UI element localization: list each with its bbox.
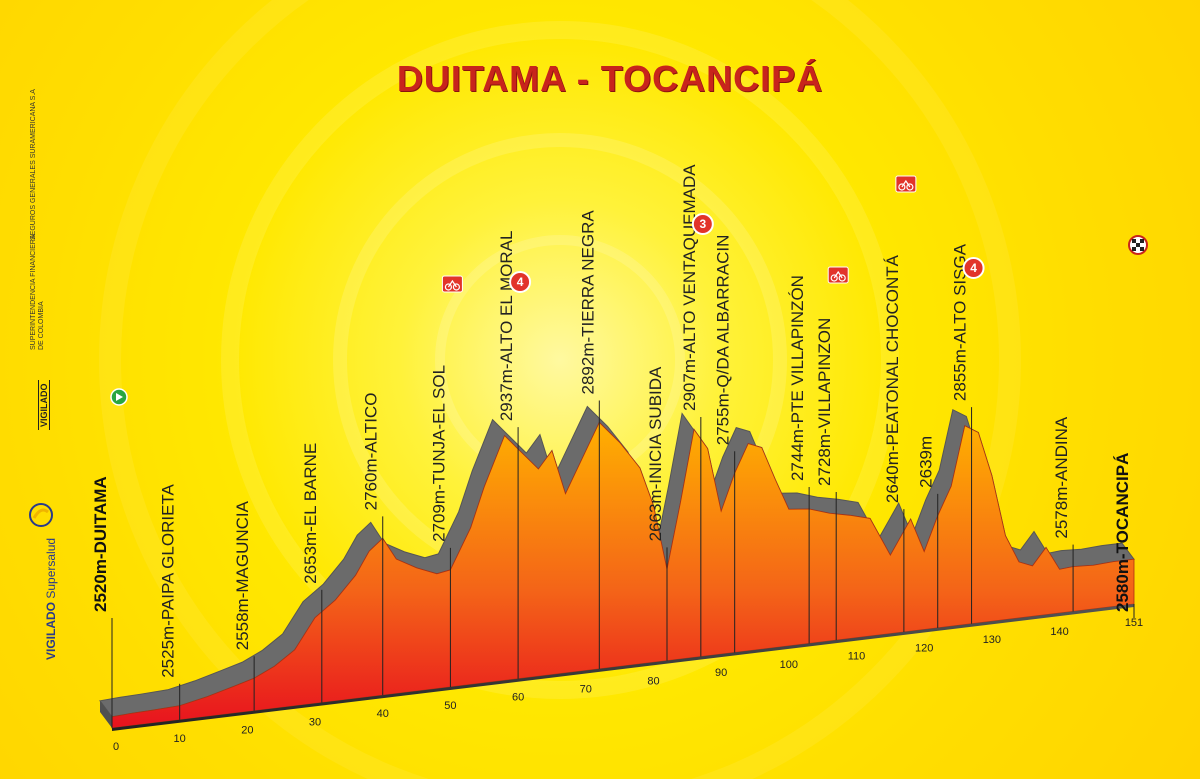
waypoint-label: 2744m-PTE VILLAPINZÓN — [788, 275, 807, 481]
waypoint-label: 2755m-Q/DA ALBARRACIN — [714, 235, 733, 446]
waypoint: 2558m-MAGUNCIA — [233, 500, 255, 711]
x-tick-label: 10 — [174, 733, 186, 745]
waypoint: 2520m-DUITAMA — [91, 388, 128, 728]
waypoint: 2709m-TUNJA-EL SOL — [429, 275, 463, 687]
checker-square — [1140, 247, 1144, 251]
waypoint: 2760m-ALTICO — [362, 393, 384, 696]
x-tick-label: 151 — [1125, 617, 1143, 629]
waypoint-label: 2558m-MAGUNCIA — [233, 500, 252, 650]
waypoint: 2728m-VILLAPINZON — [815, 266, 849, 641]
bike-shape — [444, 283, 453, 291]
x-tick-label: 50 — [444, 700, 456, 712]
waypoint: 2892m-TIERRA NEGRA — [578, 210, 600, 669]
waypoint: 2639m — [917, 436, 939, 628]
x-tick-label: 80 — [647, 675, 659, 687]
bike-shape — [898, 183, 906, 191]
waypoint: 2855m-ALTO SISGA 4 — [951, 243, 985, 624]
waypoint-label: 2907m-ALTO VENTAQUEMADA — [680, 164, 699, 411]
x-tick-label: 70 — [580, 684, 592, 696]
bike-shape — [906, 183, 914, 191]
waypoint: 2578m-ANDINA — [1052, 416, 1074, 612]
supersalud-logo-icon — [29, 503, 53, 527]
sprint-bike-icon — [827, 266, 849, 284]
waypoint-label: 2639m — [917, 436, 936, 488]
bike-shape — [452, 283, 461, 291]
x-tick-label: 130 — [983, 634, 1001, 646]
waypoint-label: 2640m-PEATONAL CHOCONTÁ — [883, 254, 902, 503]
waypoint-label: 2525m-PAIPA GLORIETA — [159, 483, 178, 677]
waypoint-label: 2937m-ALTO EL MORAL — [497, 231, 516, 422]
x-tick-label: 110 — [848, 651, 866, 663]
waypoint-label: 2580m-TOCANCIPÁ — [1113, 453, 1132, 612]
waypoint-label: 2520m-DUITAMA — [91, 476, 110, 612]
waypoint: 2744m-PTE VILLAPINZÓN — [788, 275, 810, 644]
x-tick-label: 90 — [715, 667, 727, 679]
bike-shape — [901, 179, 911, 188]
waypoint: 2653m-EL BARNE — [301, 443, 323, 703]
mountain-category-label: 4 — [517, 275, 524, 289]
waypoint: 2937m-ALTO EL MORAL 4 — [497, 231, 532, 679]
bike-shape — [838, 274, 846, 282]
checker-square — [1132, 239, 1136, 243]
mountain-category-label: 3 — [699, 217, 706, 231]
waypoint-label: 2578m-ANDINA — [1052, 416, 1071, 539]
sprint-bike-icon — [895, 175, 917, 193]
x-tick-label: 60 — [512, 692, 524, 704]
mountain-category-icon — [509, 271, 532, 293]
waypoint-label: 2855m-ALTO SISGA — [951, 243, 970, 401]
sprint-bike-icon — [441, 275, 463, 293]
x-tick-label: 40 — [377, 708, 389, 720]
mountain-category-icon — [962, 257, 985, 279]
mountain-category-icon — [691, 213, 714, 235]
checker-square — [1140, 239, 1144, 243]
waypoint-label: 2663m-INICIA SUBIDA — [646, 366, 665, 541]
mountain-category-label: 4 — [970, 261, 977, 275]
waypoint-label: 2728m-VILLAPINZON — [815, 318, 834, 486]
waypoint: 2663m-INICIA SUBIDA — [646, 366, 668, 661]
checker-square — [1132, 247, 1136, 251]
waypoint: 2525m-PAIPA GLORIETA — [159, 483, 181, 720]
profile-side-edge — [100, 700, 112, 728]
waypoint: 2640m-PEATONAL CHOCONTÁ — [883, 175, 917, 632]
x-tick-label: 30 — [309, 716, 321, 728]
bike-shape — [447, 279, 457, 288]
x-tick-label: 120 — [915, 642, 933, 654]
bike-shape — [833, 270, 843, 279]
x-tick-label: 0 — [113, 741, 119, 753]
x-tick-label: 100 — [780, 659, 798, 671]
chart-title: DUITAMA - TOCANCIPÁ — [396, 58, 824, 99]
waypoint-label: 2760m-ALTICO — [362, 393, 381, 511]
bike-shape — [830, 274, 838, 282]
play-icon — [116, 393, 123, 401]
x-tick-label: 20 — [241, 725, 253, 737]
waypoint: 2755m-Q/DA ALBARRACIN — [714, 235, 736, 653]
waypoint-label: 2892m-TIERRA NEGRA — [578, 210, 597, 395]
waypoint: 2907m-ALTO VENTAQUEMADA 3 — [680, 164, 714, 657]
x-tick-label: 140 — [1050, 626, 1068, 638]
profile-front-face — [111, 421, 1135, 729]
waypoint-label: 2653m-EL BARNE — [301, 443, 320, 584]
checker-square — [1136, 243, 1140, 247]
profile-floor — [112, 604, 1134, 731]
waypoint: 2580m-TOCANCIPÁ — [1113, 235, 1148, 618]
waypoint-label: 2709m-TUNJA-EL SOL — [429, 365, 448, 542]
